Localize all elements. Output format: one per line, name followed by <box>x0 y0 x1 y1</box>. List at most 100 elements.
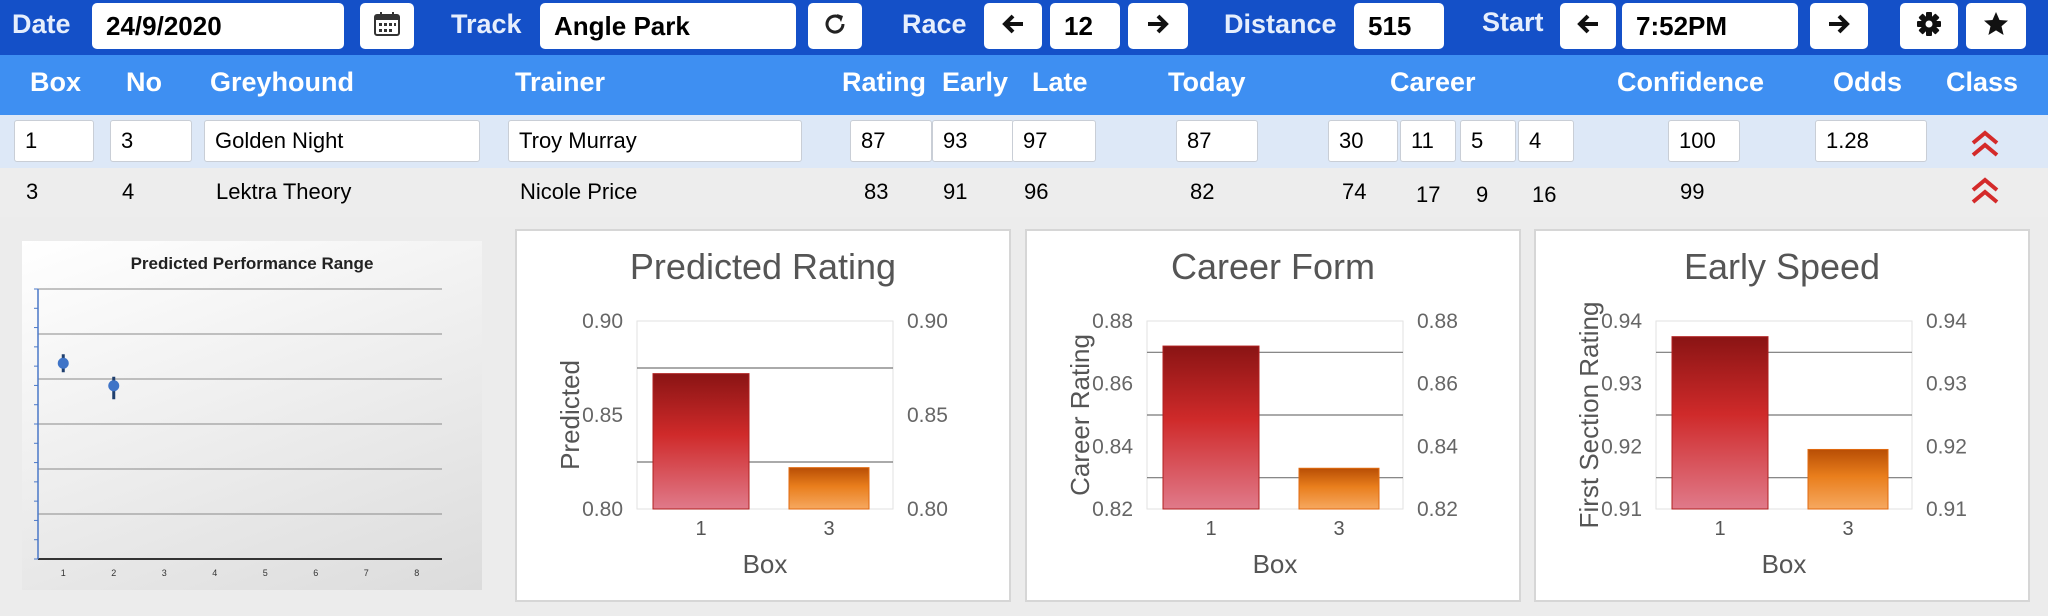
header-class[interactable]: Class <box>1946 67 2019 97</box>
y-tick-label: 0.88 <box>1092 310 1133 333</box>
start-field[interactable]: 7:52PM <box>1622 3 1798 49</box>
race-label: Race <box>902 9 967 39</box>
y-tick-label: 0.93 <box>1601 373 1642 396</box>
early-value: 91 <box>943 179 968 204</box>
early-speed-panel: Early Speed 0.91 0.91 0.92 0.92 0.93 0.93 0.94 0… <box>1534 229 2030 602</box>
start-label: Start <box>1482 7 1544 37</box>
favorite-button[interactable] <box>1966 3 2026 49</box>
y-axis-label: Predicted <box>555 360 585 470</box>
chart-title: Early Speed <box>1684 246 1880 287</box>
refresh-button[interactable] <box>808 3 862 49</box>
arrow-left-icon <box>1001 13 1025 40</box>
y2-tick-label: 0.92 <box>1926 435 1967 458</box>
header-confidence[interactable]: Confidence <box>1617 67 1765 97</box>
data-point <box>57 357 69 369</box>
y-tick-label: 0.91 <box>1601 498 1642 521</box>
x-tick-label: 3 <box>823 518 834 540</box>
career-value: 17 <box>1416 182 1441 207</box>
header-no[interactable]: No <box>126 67 162 97</box>
odds-field[interactable]: 1.28 <box>1815 120 1927 162</box>
date-field[interactable]: 24/9/2020 <box>92 3 344 49</box>
x-tick-label: 7 <box>364 568 369 578</box>
bar <box>1671 336 1769 510</box>
calendar-icon <box>374 11 400 41</box>
x-tick-label: 5 <box>263 568 268 578</box>
header-early[interactable]: Early <box>942 67 1009 97</box>
header-box[interactable]: Box <box>30 67 82 97</box>
header-greyhound[interactable]: Greyhound <box>210 67 355 97</box>
early-speed-chart: Early Speed 0.91 0.91 0.92 0.92 0.93 0.93 0.94 0… <box>1574 246 1967 579</box>
header-today[interactable]: Today <box>1168 67 1246 97</box>
calendar-button[interactable] <box>360 3 414 49</box>
today-field[interactable]: 87 <box>1176 120 1258 162</box>
y2-tick-label: 0.88 <box>1417 310 1458 333</box>
career-field[interactable]: 5 <box>1460 120 1516 162</box>
career-form-chart: Career Form 0.82 0.82 0.84 0.84 0.86 0.86 0.88 0… <box>1065 246 1458 579</box>
y-tick-label: 0.82 <box>1092 498 1133 521</box>
x-tick-label: 1 <box>61 568 66 578</box>
header-career[interactable]: Career <box>1390 67 1476 97</box>
race-next-button[interactable] <box>1128 3 1188 49</box>
gear-icon <box>1916 11 1942 42</box>
today-value: 82 <box>1190 179 1215 204</box>
y-tick-label: 0.90 <box>582 310 623 333</box>
career-form-panel: Career Form 0.82 0.82 0.84 0.84 0.86 0.86 0.88 0… <box>1025 229 1521 602</box>
y-tick-label: 0.84 <box>1092 435 1133 458</box>
box-field[interactable]: 1 <box>14 120 94 162</box>
x-tick-label: 2 <box>111 568 116 578</box>
header-rating[interactable]: Rating <box>842 67 926 97</box>
x-axis-label: Box <box>1762 549 1807 579</box>
y-tick-label: 0.86 <box>1092 373 1133 396</box>
x-tick-label: 1 <box>1205 518 1216 540</box>
career-field[interactable]: 11 <box>1400 120 1456 162</box>
header-odds[interactable]: Odds <box>1833 67 1903 97</box>
table-row[interactable]: 1 3 Golden Night Troy Murray 87 93 97 87… <box>0 115 2048 168</box>
late-field[interactable]: 97 <box>1012 120 1096 162</box>
arrow-right-icon <box>1146 13 1170 40</box>
y2-tick-label: 0.86 <box>1417 373 1458 396</box>
y2-tick-label: 0.85 <box>907 404 948 427</box>
y2-tick-label: 0.90 <box>907 310 948 333</box>
x-tick-label: 3 <box>1333 518 1344 540</box>
start-prev-button[interactable] <box>1560 3 1616 49</box>
y-tick-label: 0.85 <box>582 404 623 427</box>
race-field[interactable]: 12 <box>1050 3 1120 49</box>
y2-tick-label: 0.91 <box>1926 498 1967 521</box>
predicted-rating-chart: Predicted Rating 0.80 0.80 0.85 0.85 0.90 0.90… <box>555 246 948 579</box>
distance-label: Distance <box>1224 9 1337 39</box>
performance-range-panel: Predicted Performance Range 1 2 3 4 5 6 7 8 <box>22 241 482 590</box>
distance-field[interactable]: 515 <box>1354 3 1444 49</box>
career-field[interactable]: 4 <box>1518 120 1574 162</box>
race-prev-button[interactable] <box>984 3 1042 49</box>
confidence-field[interactable]: 100 <box>1668 120 1740 162</box>
late-value: 96 <box>1024 179 1049 204</box>
x-tick-label: 4 <box>212 568 217 578</box>
confidence-value: 99 <box>1680 179 1705 204</box>
x-axis-label: Box <box>1253 549 1298 579</box>
table-row[interactable]: 3 4 Lektra Theory Nicole Price 83 91 96 … <box>0 168 2048 217</box>
performance-range-chart: Predicted Performance Range 1 2 3 4 5 6 7 8 <box>34 254 442 578</box>
header-late[interactable]: Late <box>1032 67 1088 97</box>
x-tick-label: 8 <box>414 568 419 578</box>
career-value: 9 <box>1476 182 1489 207</box>
star-icon <box>1983 11 2009 42</box>
early-field[interactable]: 93 <box>932 120 1014 162</box>
career-field[interactable]: 30 <box>1328 120 1398 162</box>
bar <box>1807 448 1889 510</box>
career-value: 16 <box>1532 182 1557 207</box>
trainer-value: Nicole Price <box>520 179 638 204</box>
trainer-field[interactable]: Troy Murray <box>508 120 802 162</box>
no-field[interactable]: 3 <box>110 120 192 162</box>
header-trainer[interactable]: Trainer <box>515 67 606 97</box>
settings-button[interactable] <box>1900 3 1958 49</box>
greyhound-field[interactable]: Golden Night <box>204 120 480 162</box>
box-value: 3 <box>26 179 39 204</box>
track-field[interactable]: Angle Park <box>540 3 796 49</box>
chart-title: Predicted Rating <box>630 246 896 287</box>
y2-tick-label: 0.80 <box>907 498 948 521</box>
y-tick-label: 0.92 <box>1601 435 1642 458</box>
y2-tick-label: 0.82 <box>1417 498 1458 521</box>
start-next-button[interactable] <box>1810 3 1868 49</box>
rating-field[interactable]: 87 <box>850 120 932 162</box>
y-axis-label: Career Rating <box>1065 334 1095 496</box>
